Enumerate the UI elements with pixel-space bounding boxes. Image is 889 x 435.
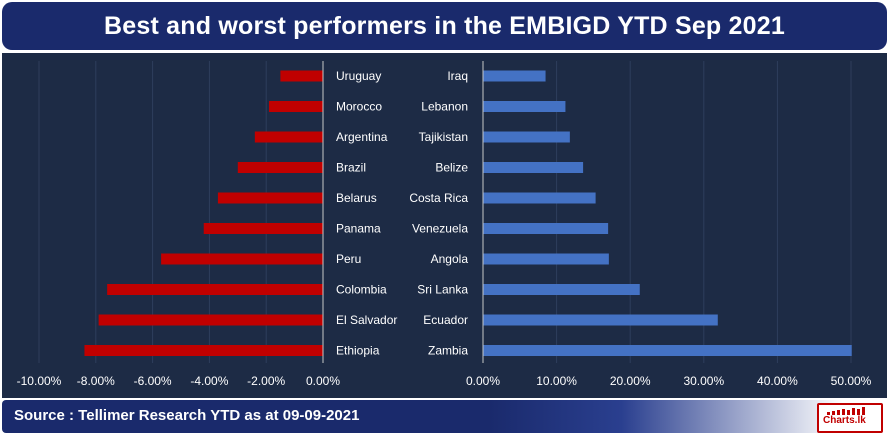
best-bar bbox=[483, 162, 584, 173]
best-bar bbox=[483, 253, 609, 265]
best-category-label: Belize bbox=[435, 161, 468, 175]
worst-bar bbox=[161, 253, 323, 265]
best-tick-label: 10.00% bbox=[536, 374, 577, 388]
best-category-label: Venezuela bbox=[412, 222, 468, 236]
worst-bar bbox=[280, 70, 323, 82]
worst-tick-label: -8.00% bbox=[77, 374, 115, 388]
chart-panel: -10.00% -8.00% -6.00% -4.00% -2.00% 0.00% 0.00… bbox=[2, 53, 887, 398]
worst-bar bbox=[217, 192, 323, 204]
worst-category-label: Argentina bbox=[336, 130, 388, 144]
worst-bar bbox=[98, 314, 323, 326]
best-category-label: Sri Lanka bbox=[417, 283, 468, 297]
worst-tick-label: -10.00% bbox=[17, 374, 62, 388]
worst-bar bbox=[237, 162, 323, 173]
worst-bar bbox=[107, 284, 323, 295]
best-bar bbox=[483, 345, 852, 356]
worst-category-label: Peru bbox=[336, 252, 361, 266]
best-category-label: Ecuador bbox=[423, 313, 468, 327]
worst-bar bbox=[203, 223, 323, 234]
best-bar bbox=[483, 192, 596, 204]
best-category-label: Iraq bbox=[447, 69, 468, 83]
best-category-label: Angola bbox=[431, 252, 469, 266]
worst-category-label: Uruguay bbox=[336, 69, 381, 83]
worst-bar bbox=[269, 101, 323, 112]
chart-area: -10.00% -8.00% -6.00% -4.00% -2.00% 0.00% 0.00… bbox=[17, 61, 872, 388]
best-tick-label: 0.00% bbox=[466, 374, 500, 388]
best-bar bbox=[483, 101, 566, 112]
best-tick-label: 50.00% bbox=[831, 374, 872, 388]
best-bar bbox=[483, 70, 546, 82]
worst-category-label: Colombia bbox=[336, 283, 387, 297]
best-tick-label: 40.00% bbox=[757, 374, 798, 388]
best-bar bbox=[483, 284, 640, 295]
worst-category-label: El Salvador bbox=[336, 313, 397, 327]
worst-category-label: Belarus bbox=[336, 191, 377, 205]
best-category-label: Zambia bbox=[428, 344, 468, 358]
best-category-label: Costa Rica bbox=[409, 191, 468, 205]
worst-tick-label: -4.00% bbox=[190, 374, 228, 388]
source-bar: Source : Tellimer Research YTD as at 09-… bbox=[2, 400, 887, 433]
charts-lk-logo: Charts.lk bbox=[817, 403, 883, 433]
best-tick-label: 30.00% bbox=[683, 374, 724, 388]
best-tick-label: 20.00% bbox=[610, 374, 651, 388]
worst-category-label: Morocco bbox=[336, 100, 382, 114]
worst-category-label: Ethiopia bbox=[336, 344, 380, 358]
worst-bar bbox=[254, 131, 323, 143]
worst-bar bbox=[84, 345, 323, 356]
best-bar bbox=[483, 131, 570, 143]
worst-category-label: Panama bbox=[336, 222, 381, 236]
best-bar bbox=[483, 223, 609, 234]
best-category-label: Tajikistan bbox=[419, 130, 468, 144]
best-category-label: Lebanon bbox=[421, 100, 468, 114]
source-text: Source : Tellimer Research YTD as at 09-… bbox=[14, 407, 360, 424]
worst-tick-label: -2.00% bbox=[247, 374, 285, 388]
worst-tick-label: -6.00% bbox=[134, 374, 172, 388]
best-bar bbox=[483, 314, 718, 326]
worst-tick-label: 0.00% bbox=[306, 374, 340, 388]
worst-category-label: Brazil bbox=[336, 161, 366, 175]
chart-title: Best and worst performers in the EMBIGD … bbox=[2, 2, 887, 50]
logo-bars-icon bbox=[827, 407, 865, 415]
logo-text: Charts.lk bbox=[823, 415, 866, 426]
